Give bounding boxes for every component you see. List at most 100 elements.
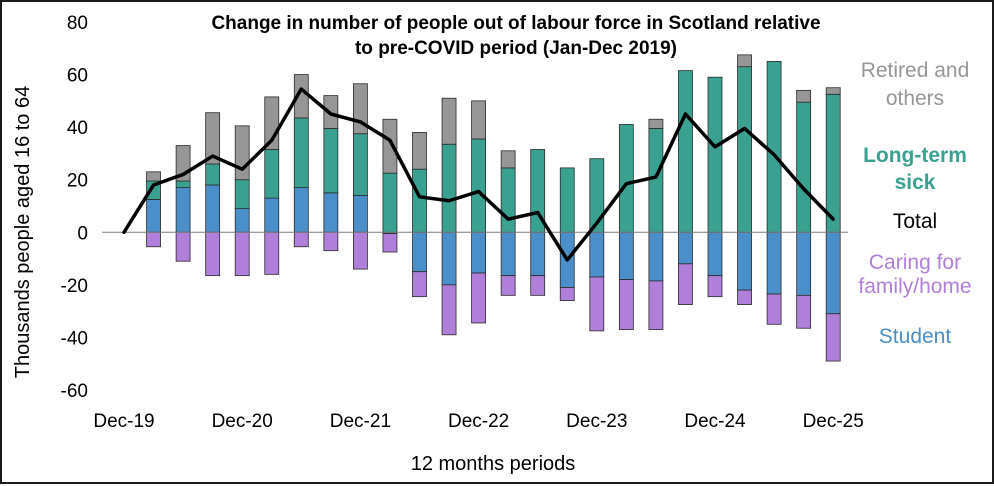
bar-segment xyxy=(500,167,516,233)
bar-segment xyxy=(234,179,250,210)
bar-segment xyxy=(825,313,841,362)
x-tick-label: Dec-21 xyxy=(330,411,391,432)
bar-segment xyxy=(412,168,427,233)
bar-segment xyxy=(618,124,634,233)
bar-segment xyxy=(471,138,487,233)
bar-segment xyxy=(678,263,693,305)
bar-segment xyxy=(293,117,309,189)
legend-label: family/home xyxy=(858,275,971,298)
bar-segment xyxy=(205,184,221,233)
bar-segment xyxy=(707,275,723,298)
bar-segment xyxy=(678,231,693,265)
bar-segment xyxy=(766,61,782,233)
chart-title-line-1: Change in number of people out of labour… xyxy=(211,13,820,34)
bar-segment xyxy=(559,167,575,233)
bar-segment xyxy=(471,272,487,324)
bar-segment xyxy=(146,199,161,233)
total-line-layer xyxy=(122,87,835,262)
bar-segment xyxy=(264,231,280,275)
bar-segment xyxy=(737,66,752,233)
bar-segment xyxy=(382,233,398,253)
bar-segment xyxy=(352,195,368,233)
bar-segment xyxy=(678,70,693,233)
bar-segment xyxy=(441,284,457,336)
legend: Retired and others Long-term sick Total Carin… xyxy=(858,59,971,348)
bar-segment xyxy=(175,180,191,188)
bar-segment xyxy=(264,149,280,199)
bar-segment xyxy=(175,187,191,233)
bar-segment xyxy=(205,112,221,165)
bar-segment xyxy=(323,231,339,252)
bar-segment xyxy=(737,289,752,305)
bar-segment xyxy=(264,197,280,233)
y-tick-label: 20 xyxy=(67,171,88,192)
legend-label: Total xyxy=(893,210,937,233)
bar-segment xyxy=(559,287,575,302)
y-tick-label: 60 xyxy=(67,66,88,87)
bar-segment xyxy=(618,231,634,280)
bar-segment xyxy=(352,133,368,196)
bar-segment xyxy=(618,279,634,330)
bar-segment xyxy=(737,54,752,68)
bar-segment xyxy=(441,97,457,145)
bar-segment xyxy=(707,76,723,233)
bar-segment xyxy=(796,231,812,296)
legend-label: others xyxy=(886,87,944,110)
x-tick-label: Dec-25 xyxy=(803,411,864,432)
y-tick-label: -40 xyxy=(61,328,88,349)
bar-segment xyxy=(796,89,812,103)
bar-segment xyxy=(412,271,427,298)
bar-segment xyxy=(412,231,427,273)
bar-segment xyxy=(382,172,398,233)
bar-segment xyxy=(234,125,250,181)
bar-segment xyxy=(293,231,309,248)
bar-segment xyxy=(323,128,339,194)
y-axis-ticks: -60 -40 -20 0 20 40 60 80 xyxy=(61,13,88,402)
bar-segment xyxy=(796,294,812,329)
bar-segment xyxy=(589,276,605,332)
legend-label: Caring for xyxy=(869,251,961,274)
bar-segment xyxy=(530,231,546,277)
bar-segment xyxy=(766,231,782,295)
bar-segment xyxy=(352,231,368,270)
bar-segment xyxy=(825,93,841,233)
total-line xyxy=(122,87,835,262)
bar-segment xyxy=(323,192,339,233)
x-tick-label: Dec-22 xyxy=(448,411,509,432)
bar-segment xyxy=(471,100,487,140)
x-tick-label: Dec-24 xyxy=(684,411,746,432)
chart-title: Change in number of people out of labour… xyxy=(211,13,820,59)
bar-segment xyxy=(825,231,841,315)
bar-segment xyxy=(648,280,664,330)
bar-segment xyxy=(205,163,221,186)
bars xyxy=(146,54,841,362)
bar-segment xyxy=(648,128,664,233)
bar-segment xyxy=(441,231,457,286)
x-tick-label: Dec-23 xyxy=(566,411,627,432)
x-tick-label: Dec-20 xyxy=(212,411,273,432)
bar-segment xyxy=(471,231,487,274)
bar-segment xyxy=(796,101,812,233)
y-tick-label: -20 xyxy=(61,276,88,297)
bar-segment xyxy=(530,275,546,296)
bar-segment xyxy=(146,231,161,248)
bar-segment xyxy=(589,231,605,278)
x-axis-label: 12 months periods xyxy=(411,453,576,475)
bar-segment xyxy=(441,143,457,233)
bar-segment xyxy=(766,293,782,325)
chart-title-line-2: to pre-COVID period (Jan-Dec 2019) xyxy=(355,38,677,59)
bar-segment xyxy=(175,231,191,262)
y-tick-label: 80 xyxy=(67,13,88,34)
bar-segment xyxy=(293,187,309,233)
y-tick-label: 0 xyxy=(77,223,88,244)
bar-segment xyxy=(500,275,516,296)
legend-label: Retired and xyxy=(861,59,970,82)
bar-segment xyxy=(146,171,161,182)
y-tick-label: -60 xyxy=(61,381,88,402)
bar-segment xyxy=(234,208,250,233)
bar-segment xyxy=(648,231,664,282)
bar-segment xyxy=(412,131,427,170)
bar-segment xyxy=(500,231,516,277)
bar-segment xyxy=(382,118,398,174)
